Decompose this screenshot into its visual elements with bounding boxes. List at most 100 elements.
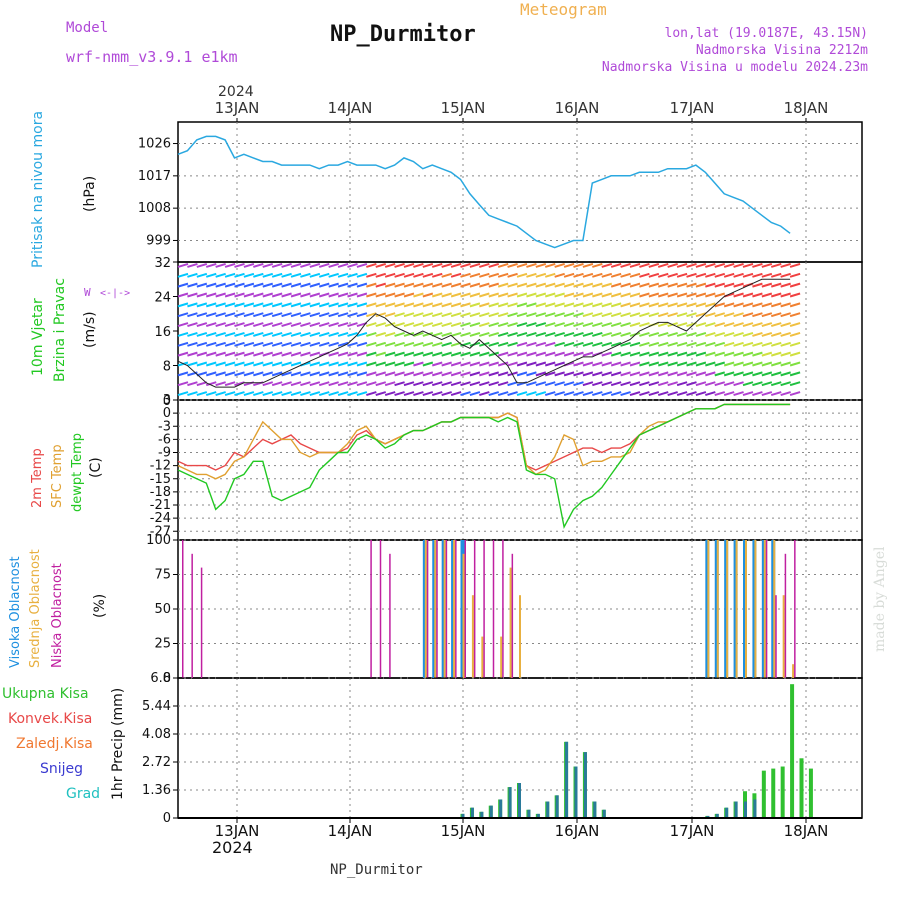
wind-barb-6-54 — [431, 331, 443, 337]
bottom-day-label-0: 13JAN — [215, 822, 260, 840]
wind-barb-6-126 — [770, 331, 782, 337]
wind-barb-12-22 — [281, 272, 292, 278]
wind-barb-5-70 — [507, 341, 518, 347]
wind-barb-4-60 — [460, 351, 471, 357]
meteogram-label: Meteogram — [520, 0, 607, 19]
wind-barb-8-126 — [770, 312, 782, 318]
cloud-bar-low-62 — [765, 540, 768, 678]
wind-barb-9-56 — [441, 302, 452, 308]
wind-barb-0-6 — [205, 391, 217, 397]
wind-barb-13-70 — [507, 262, 518, 268]
wind-barb-10-76 — [535, 292, 547, 298]
wind-barb-4-14 — [243, 351, 255, 357]
cloud-bar-low-0 — [182, 540, 184, 678]
wind-barb-13-102 — [657, 262, 669, 268]
wind-barb-11-72 — [516, 282, 528, 288]
wind-barb-12-30 — [318, 272, 330, 278]
wind-barb-0-102 — [657, 391, 669, 397]
wind-barb-9-44 — [384, 302, 396, 308]
cloud-bar-low-35 — [511, 553, 514, 678]
wind-barb-13-30 — [318, 262, 330, 268]
top-day-label-4: 17JAN — [670, 99, 715, 117]
wind-barb-3-70 — [507, 361, 518, 367]
wind-barb-0-120 — [742, 391, 754, 397]
wind-barb-4-52 — [422, 351, 434, 357]
wind-barb-5-96 — [629, 341, 641, 347]
wind-barb-12-58 — [450, 272, 462, 278]
wind-barb-11-130 — [789, 282, 801, 288]
wind-barb-0-4 — [196, 391, 208, 397]
wind-barb-7-128 — [780, 322, 791, 328]
cloud-bar-mid-26 — [424, 540, 427, 678]
wind-barb-1-112 — [705, 381, 716, 387]
wind-barb-2-76 — [535, 371, 547, 377]
wind-barb-13-14 — [243, 262, 255, 268]
wind-barb-0-68 — [497, 391, 509, 397]
wind-barb-9-96 — [629, 302, 641, 308]
wind-barb-0-72 — [516, 391, 528, 397]
wind-barb-7-42 — [375, 322, 387, 328]
wind-barb-5-12 — [234, 341, 245, 347]
wind-barb-11-36 — [347, 282, 358, 288]
wind-barb-8-50 — [413, 312, 424, 318]
wind-barb-7-102 — [657, 322, 669, 328]
wind-barb-6-72 — [516, 331, 528, 337]
wind-barb-0-42 — [375, 391, 387, 397]
wind-barb-9-74 — [526, 302, 537, 308]
wind-barb-13-22 — [281, 262, 292, 268]
wind-barb-5-50 — [413, 341, 424, 347]
wind-barb-9-106 — [676, 302, 688, 308]
wind-barb-8-76 — [535, 312, 547, 318]
wind-barb-12-10 — [224, 272, 236, 278]
wind-barb-8-44 — [384, 312, 396, 318]
wind-barb-8-98 — [639, 312, 650, 318]
wind-barb-9-50 — [413, 302, 424, 308]
wind-barb-7-26 — [300, 322, 311, 328]
wind-barb-3-76 — [535, 361, 547, 367]
wind-barb-7-32 — [328, 322, 339, 328]
wind-barb-7-88 — [592, 322, 603, 328]
wind-barb-2-16 — [253, 371, 264, 377]
wind-barb-11-80 — [554, 282, 565, 288]
wind-barb-8-26 — [300, 312, 311, 318]
wind-barb-12-2 — [187, 272, 198, 278]
wind-barb-0-110 — [695, 391, 707, 397]
wind-barb-4-6 — [205, 351, 217, 357]
wind-barb-1-98 — [639, 381, 650, 387]
wind-barb-8-128 — [780, 312, 791, 318]
wind-barb-8-116 — [723, 312, 735, 318]
wind-barb-6-60 — [460, 331, 471, 337]
wind-barb-8-40 — [366, 312, 377, 318]
wind-barb-8-60 — [460, 312, 471, 318]
wind-barb-0-2 — [187, 391, 198, 397]
wind-barb-6-128 — [780, 331, 791, 337]
wind-barb-2-40 — [366, 371, 377, 377]
wind-barb-12-86 — [582, 272, 594, 278]
wind-barb-12-66 — [488, 272, 500, 278]
wind-barb-9-126 — [770, 302, 782, 308]
precip-snow-bar-34 — [499, 799, 503, 818]
wind-barb-8-54 — [431, 312, 443, 318]
wind-barb-1-128 — [780, 381, 791, 387]
wind-barb-1-42 — [375, 381, 387, 387]
wind-barb-8-12 — [234, 312, 245, 318]
temp-ytick-label-8: -3 — [158, 419, 171, 434]
wind-barb-10-86 — [582, 292, 594, 298]
wind-barb-2-64 — [479, 371, 490, 377]
wind-barb-10-20 — [271, 292, 283, 298]
wind-barb-6-38 — [356, 331, 368, 337]
wind-barb-6-114 — [714, 331, 726, 337]
legend-snijeg: Snijeg — [40, 761, 84, 777]
wind-barb-5-44 — [384, 341, 396, 347]
wind-barb-13-38 — [356, 262, 368, 268]
wind-barb-9-70 — [507, 302, 518, 308]
wind-barb-11-48 — [403, 282, 415, 288]
wind-barb-5-4 — [196, 341, 208, 347]
wind-barb-0-26 — [300, 391, 311, 397]
wind-barb-12-130 — [789, 272, 801, 278]
wind-barb-7-28 — [309, 322, 321, 328]
cloud-bar-low-34 — [502, 540, 504, 678]
wind-barb-7-20 — [271, 322, 283, 328]
wind-barb-11-22 — [281, 282, 292, 288]
wind-barb-3-58 — [450, 361, 462, 367]
